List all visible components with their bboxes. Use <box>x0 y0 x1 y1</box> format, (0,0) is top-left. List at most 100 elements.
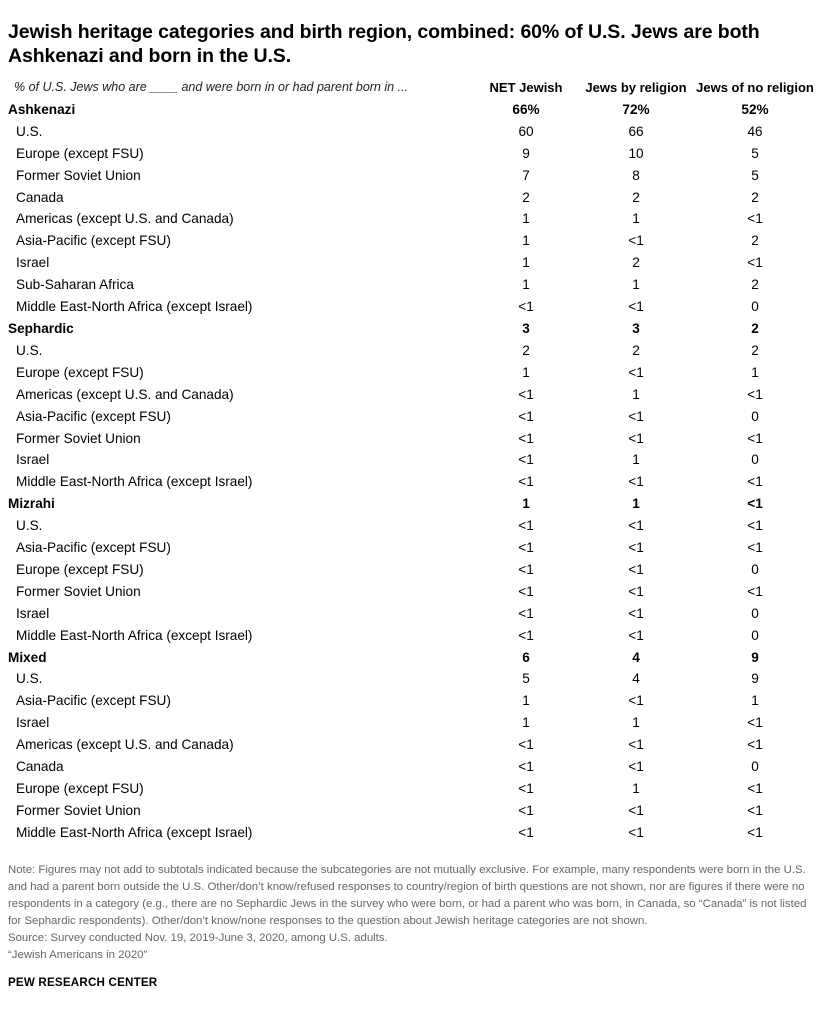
row-label: Americas (except U.S. and Canada) <box>16 737 234 753</box>
row-label: Canada <box>16 759 64 775</box>
cell-value-net-jewish: <1 <box>518 540 534 556</box>
row-label: Americas (except U.S. and Canada) <box>16 211 234 227</box>
cell-value-jews-by-religion: <1 <box>628 540 644 556</box>
row-label: Former Soviet Union <box>16 430 141 446</box>
table-row: U.S. 2 2 2 <box>8 340 814 362</box>
cell-value-net-jewish: <1 <box>518 518 534 534</box>
cell-value-net-jewish: 1 <box>522 364 530 380</box>
table-row: Former Soviet Union <1 <1 <1 <box>8 581 814 603</box>
cell-value-jews-by-religion: <1 <box>628 802 644 818</box>
cell-value-jews-of-no-religion: 1 <box>751 364 759 380</box>
cell-value-jews-of-no-religion: <1 <box>747 386 763 402</box>
group-row: Mizrahi 1 1 <1 <box>8 493 814 515</box>
cell-value-jews-by-religion: 10 <box>628 145 644 161</box>
row-label: Europe (except FSU) <box>16 561 144 577</box>
cell-value-jews-of-no-religion: 0 <box>751 605 759 621</box>
row-label: Middle East-North Africa (except Israel) <box>16 299 253 315</box>
table-row: Americas (except U.S. and Canada) <1 <1 <1 <box>8 734 814 756</box>
row-label: Sub-Saharan Africa <box>16 277 134 293</box>
row-label: Asia-Pacific (except FSU) <box>16 233 171 249</box>
cell-value-net-jewish: <1 <box>518 299 534 315</box>
cell-value-jews-of-no-religion: 1 <box>751 693 759 709</box>
table-row: Americas (except U.S. and Canada) 1 1 <1 <box>8 208 814 230</box>
cell-value-jews-by-religion: <1 <box>628 693 644 709</box>
group-value-jews-by-religion: 1 <box>632 496 640 512</box>
cell-value-jews-of-no-religion: 0 <box>751 759 759 775</box>
cell-value-jews-by-religion: 1 <box>632 386 640 402</box>
cell-value-jews-of-no-religion: 2 <box>751 189 759 205</box>
table-row: Americas (except U.S. and Canada) <1 1 <1 <box>8 384 814 406</box>
cell-value-jews-of-no-religion: 2 <box>751 342 759 358</box>
cell-value-net-jewish: <1 <box>518 605 534 621</box>
cell-value-jews-by-religion: 2 <box>632 255 640 271</box>
row-label: Israel <box>16 715 50 731</box>
cell-value-net-jewish: <1 <box>518 561 534 577</box>
source-text: Source: Survey conducted Nov. 19, 2019-J… <box>8 931 388 944</box>
cell-value-net-jewish: 5 <box>522 671 530 687</box>
data-table: % of U.S. Jews who are ____ and were bor… <box>8 77 814 844</box>
table-row: Canada <1 <1 0 <box>8 756 814 778</box>
cell-value-net-jewish: <1 <box>518 452 534 468</box>
row-label: U.S. <box>16 342 43 358</box>
cell-value-jews-of-no-religion: 0 <box>751 561 759 577</box>
cell-value-jews-of-no-religion: <1 <box>747 781 763 796</box>
group-label: Ashkenazi <box>8 101 76 117</box>
cell-value-jews-by-religion: <1 <box>628 627 644 643</box>
column-header-jews-of-no-religion: Jews of no religion <box>696 80 814 95</box>
row-label: Europe (except FSU) <box>16 781 144 796</box>
cell-value-jews-by-religion: 8 <box>632 167 640 183</box>
cell-value-net-jewish: 7 <box>522 167 530 183</box>
table-row: Canada 2 2 2 <box>8 187 814 209</box>
cell-value-net-jewish: 2 <box>522 189 530 205</box>
column-header-net-jewish: NET Jewish <box>489 80 563 95</box>
cell-value-jews-by-religion: 1 <box>632 715 640 731</box>
group-row: Mixed 6 4 9 <box>8 647 814 669</box>
cell-value-jews-of-no-religion: <1 <box>747 583 763 599</box>
cell-value-net-jewish: 1 <box>522 233 530 249</box>
row-label: Asia-Pacific (except FSU) <box>16 540 171 556</box>
table-row: Former Soviet Union <1 <1 <1 <box>8 800 814 822</box>
table-row: Israel 1 2 <1 <box>8 252 814 274</box>
row-label: Europe (except FSU) <box>16 364 144 380</box>
group-value-jews-of-no-religion: 9 <box>751 649 759 665</box>
row-label: Middle East-North Africa (except Israel) <box>16 474 253 490</box>
cell-value-jews-of-no-religion: 0 <box>751 452 759 468</box>
cell-value-net-jewish: <1 <box>518 802 534 818</box>
row-label: Europe (except FSU) <box>16 145 144 161</box>
row-label: Americas (except U.S. and Canada) <box>16 386 234 402</box>
cell-value-jews-of-no-religion: <1 <box>747 474 763 490</box>
table-row: U.S. <1 <1 <1 <box>8 515 814 537</box>
cell-value-jews-of-no-religion: <1 <box>747 255 763 271</box>
cell-value-jews-by-religion: <1 <box>628 233 644 249</box>
cell-value-jews-of-no-religion: 0 <box>751 627 759 643</box>
table-row: Israel 1 1 <1 <box>8 712 814 734</box>
cell-value-jews-by-religion: 1 <box>632 277 640 293</box>
cell-value-jews-by-religion: <1 <box>628 737 644 753</box>
note-text: Note: Figures may not add to subtotals i… <box>8 863 807 927</box>
table-row: Asia-Pacific (except FSU) <1 <1 <1 <box>8 537 814 559</box>
cell-value-net-jewish: 60 <box>518 123 534 139</box>
column-header-jews-by-religion: Jews by religion <box>585 80 687 95</box>
group-label: Mixed <box>8 649 47 665</box>
cell-value-net-jewish: <1 <box>518 781 534 796</box>
cell-value-jews-of-no-religion: <1 <box>747 715 763 731</box>
cell-value-jews-of-no-religion: 0 <box>751 408 759 424</box>
cell-value-jews-by-religion: 2 <box>632 342 640 358</box>
cell-value-jews-of-no-religion: <1 <box>747 737 763 753</box>
table-row: U.S. 60 66 46 <box>8 121 814 143</box>
group-value-jews-by-religion: 4 <box>632 649 640 665</box>
table-row: Middle East-North Africa (except Israel)… <box>8 296 814 318</box>
cell-value-jews-of-no-religion: <1 <box>747 518 763 534</box>
table-row: Asia-Pacific (except FSU) <1 <1 0 <box>8 406 814 428</box>
cell-value-net-jewish: 9 <box>522 145 530 161</box>
cell-value-net-jewish: <1 <box>518 737 534 753</box>
report-title: “Jewish Americans in 2020” <box>8 948 148 961</box>
stub-header: % of U.S. Jews who are ____ and were bor… <box>14 80 408 94</box>
cell-value-jews-by-religion: 1 <box>632 781 640 796</box>
cell-value-jews-of-no-religion: 2 <box>751 233 759 249</box>
group-value-jews-by-religion: 72% <box>622 101 650 117</box>
row-label: Asia-Pacific (except FSU) <box>16 408 171 424</box>
table-row: U.S. 5 4 9 <box>8 668 814 690</box>
row-label: Israel <box>16 452 50 468</box>
